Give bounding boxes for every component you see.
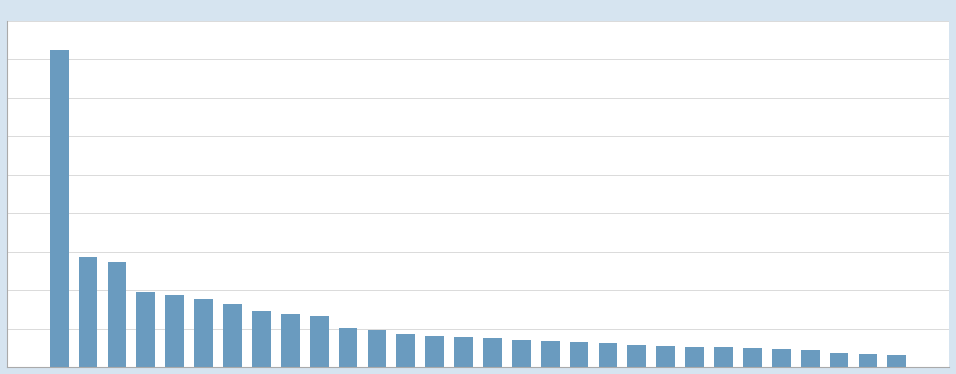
Bar xyxy=(512,340,531,367)
Bar xyxy=(397,334,415,367)
Bar xyxy=(252,311,271,367)
Bar xyxy=(194,299,213,367)
Bar xyxy=(454,337,473,367)
Bar xyxy=(281,314,299,367)
Bar xyxy=(50,50,69,367)
Bar xyxy=(830,353,849,367)
Bar xyxy=(743,348,762,367)
Bar xyxy=(541,341,559,367)
Bar xyxy=(165,295,185,367)
Bar xyxy=(714,347,733,367)
Bar xyxy=(310,316,329,367)
Bar xyxy=(801,350,819,367)
Bar xyxy=(338,328,358,367)
Bar xyxy=(598,343,618,367)
Bar xyxy=(570,342,589,367)
Bar xyxy=(657,346,675,367)
Bar xyxy=(627,345,646,367)
Bar xyxy=(137,292,155,367)
Bar xyxy=(483,338,502,367)
Bar xyxy=(685,347,704,367)
Bar xyxy=(858,353,878,367)
Bar xyxy=(771,349,791,367)
Bar xyxy=(78,257,98,367)
Bar xyxy=(425,336,444,367)
Bar xyxy=(887,355,906,367)
Bar xyxy=(223,304,242,367)
Bar xyxy=(367,329,386,367)
Bar xyxy=(107,262,126,367)
